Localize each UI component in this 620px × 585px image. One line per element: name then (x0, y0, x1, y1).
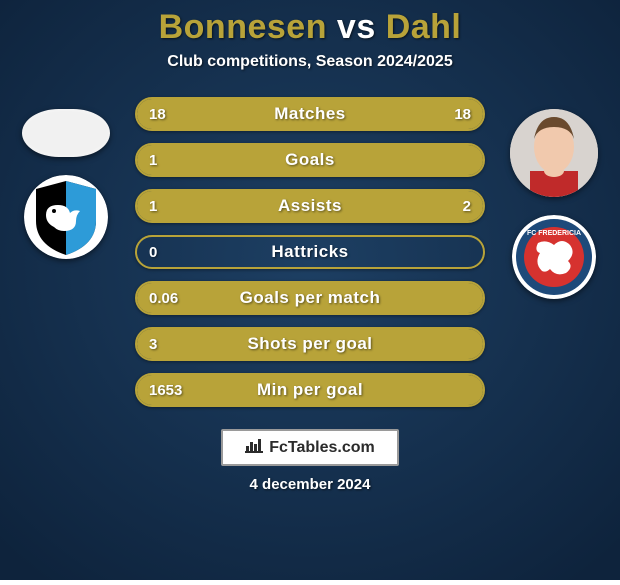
brand-box: FcTables.com (221, 429, 399, 466)
title-vs: vs (327, 8, 386, 46)
player-avatar-left (22, 109, 110, 157)
chart-icon (245, 437, 263, 458)
metric-label: Assists (137, 191, 483, 221)
club-logo-left (24, 175, 108, 259)
metric-row: 1653Min per goal (135, 373, 485, 407)
club-logo-right: FC FREDERICIA (512, 215, 596, 299)
metric-row: 1818Matches (135, 97, 485, 131)
title-player-right: Dahl (386, 8, 462, 46)
player-avatar-right (510, 109, 598, 197)
metric-label: Goals per match (137, 283, 483, 313)
metric-row: 0.06Goals per match (135, 281, 485, 315)
metric-row: 12Assists (135, 189, 485, 223)
metrics-column: 1818Matches 1Goals 12Assists 0Hattricks 0.06… (135, 97, 485, 407)
metric-label: Hattricks (137, 237, 483, 267)
subtitle: Club competitions, Season 2024/2025 (0, 53, 620, 71)
metric-label: Matches (137, 99, 483, 129)
svg-text:FC FREDERICIA: FC FREDERICIA (527, 230, 581, 237)
main-row: 1818Matches 1Goals 12Assists 0Hattricks 0.06… (0, 97, 620, 407)
footer-date: 4 december 2024 (250, 476, 371, 493)
footer: FcTables.com 4 december 2024 (0, 429, 620, 493)
metric-row: 3Shots per goal (135, 327, 485, 361)
content-root: Bonnesen vs Dahl Club competitions, Seas… (0, 0, 620, 580)
brand-text: FcTables.com (269, 439, 375, 457)
metric-row: 0Hattricks (135, 235, 485, 269)
title-player-left: Bonnesen (159, 8, 327, 46)
metric-label: Shots per goal (137, 329, 483, 359)
right-side-column: FC FREDERICIA (499, 97, 609, 299)
metric-label: Goals (137, 145, 483, 175)
metric-row: 1Goals (135, 143, 485, 177)
page-title: Bonnesen vs Dahl (0, 8, 620, 47)
left-side-column (11, 97, 121, 259)
metric-label: Min per goal (137, 375, 483, 405)
